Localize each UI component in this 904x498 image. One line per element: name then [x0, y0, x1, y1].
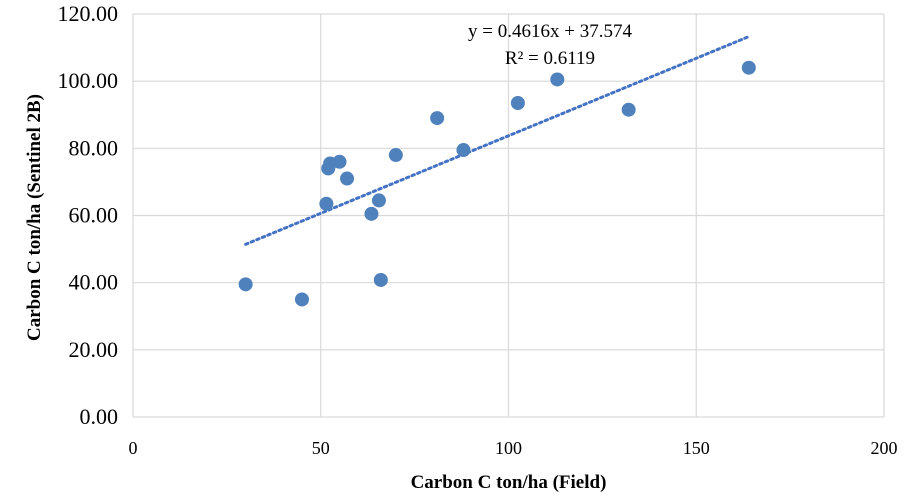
x-tick-label: 50	[312, 438, 330, 458]
data-point	[430, 111, 445, 126]
data-point	[294, 292, 309, 307]
r-squared-label: R² = 0.6119	[505, 48, 595, 69]
y-tick-label: 80.00	[69, 135, 119, 160]
data-point	[621, 102, 636, 117]
data-point	[510, 95, 525, 110]
y-tick-label: 120.00	[58, 1, 119, 26]
data-points	[238, 60, 756, 307]
y-tick-label: 20.00	[69, 337, 119, 362]
y-axis-ticks: 0.00 20.00 40.00 60.00 80.00 100.00 120.00	[58, 1, 119, 429]
data-point	[388, 148, 403, 163]
x-tick-label: 0	[129, 438, 138, 458]
data-point	[319, 196, 334, 211]
data-point	[373, 272, 388, 287]
x-tick-label: 100	[495, 438, 522, 458]
x-tick-label: 150	[683, 438, 710, 458]
data-point	[456, 143, 471, 158]
y-tick-label: 60.00	[69, 203, 119, 228]
data-point	[238, 277, 253, 292]
data-point	[371, 193, 386, 208]
data-point	[741, 60, 756, 75]
data-point	[340, 171, 355, 186]
trendline-equation: y = 0.4616x + 37.574	[468, 21, 632, 42]
y-axis-title: Carbon C ton/ha (Sentinel 2B)	[24, 94, 45, 341]
x-axis-title: Carbon C ton/ha (Field)	[411, 472, 607, 493]
y-tick-label: 100.00	[58, 68, 119, 93]
data-point	[364, 206, 379, 221]
grid-lines	[132, 13, 885, 418]
x-tick-label: 200	[871, 438, 898, 458]
y-tick-label: 0.00	[80, 404, 119, 429]
x-axis-ticks: 0 50 100 150 200	[129, 438, 898, 458]
y-tick-label: 40.00	[69, 270, 119, 295]
data-point	[550, 72, 565, 87]
data-point	[332, 154, 347, 169]
